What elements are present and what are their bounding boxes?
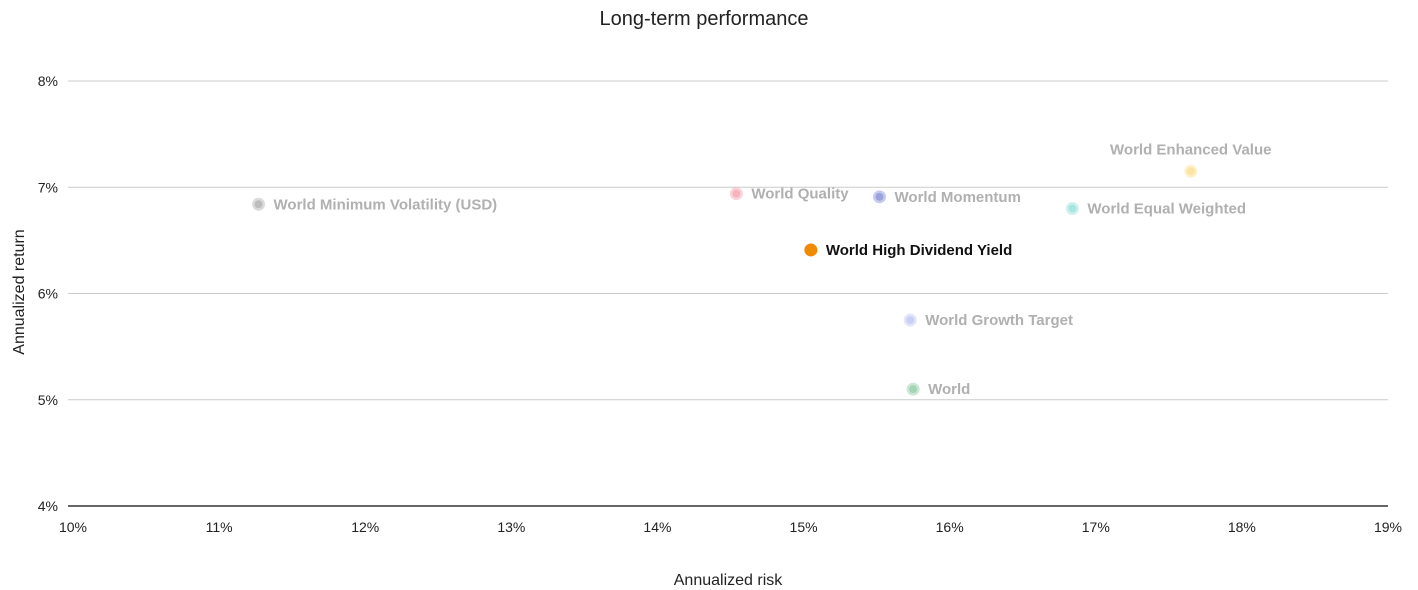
x-tick-label: 16%: [936, 519, 964, 535]
x-tick-label: 15%: [790, 519, 818, 535]
data-label-world-enhanced-value: World Enhanced Value: [1110, 141, 1271, 158]
x-tick-label: 10%: [59, 519, 87, 535]
data-label-world-minimum-volatility-usd: World Minimum Volatility (USD): [274, 196, 498, 213]
point-world-enhanced-value: [1186, 167, 1195, 176]
x-axis-title: Annualized risk: [674, 572, 784, 589]
data-label-world-high-dividend-yield: World High Dividend Yield: [826, 242, 1012, 259]
y-tick-label: 8%: [38, 73, 58, 89]
x-tick-label: 17%: [1082, 519, 1110, 535]
point-world-equal-weighted: [1068, 204, 1077, 213]
x-tick-label: 13%: [497, 519, 525, 535]
data-label-world: World: [928, 381, 970, 398]
x-tick-label: 12%: [351, 519, 379, 535]
x-tick-label: 11%: [206, 519, 233, 535]
data-labels: World Minimum Volatility (USD) World Qual…: [274, 141, 1272, 398]
chart-title: Long-term performance: [600, 8, 809, 30]
x-tick-label: 19%: [1374, 519, 1402, 535]
point-world-minimum-volatility-usd: [254, 200, 263, 209]
point-world: [909, 385, 918, 394]
y-tick-label: 4%: [38, 498, 58, 514]
point-world-quality: [732, 189, 741, 198]
x-axis-ticks: 10% 11% 12% 13% 14% 15% 16% 17% 18% 19%: [59, 519, 1402, 535]
y-axis-title: Annualized return: [11, 229, 28, 354]
y-tick-label: 6%: [38, 286, 58, 302]
y-axis-ticks: 4% 5% 6% 7% 8%: [38, 73, 58, 514]
data-label-world-quality: World Quality: [751, 186, 849, 203]
x-tick-label: 18%: [1228, 519, 1256, 535]
data-label-world-equal-weighted: World Equal Weighted: [1087, 201, 1246, 218]
data-points: [252, 164, 1198, 396]
x-tick-label: 14%: [643, 519, 671, 535]
y-tick-label: 7%: [38, 179, 58, 195]
data-label-world-growth-target: World Growth Target: [925, 312, 1073, 329]
point-world-high-dividend-yield: [804, 243, 818, 257]
point-world-momentum: [875, 192, 884, 201]
gridlines: [68, 80, 1388, 507]
data-label-world-momentum: World Momentum: [895, 189, 1021, 206]
point-world-growth-target: [906, 316, 915, 325]
y-tick-label: 5%: [38, 392, 58, 408]
